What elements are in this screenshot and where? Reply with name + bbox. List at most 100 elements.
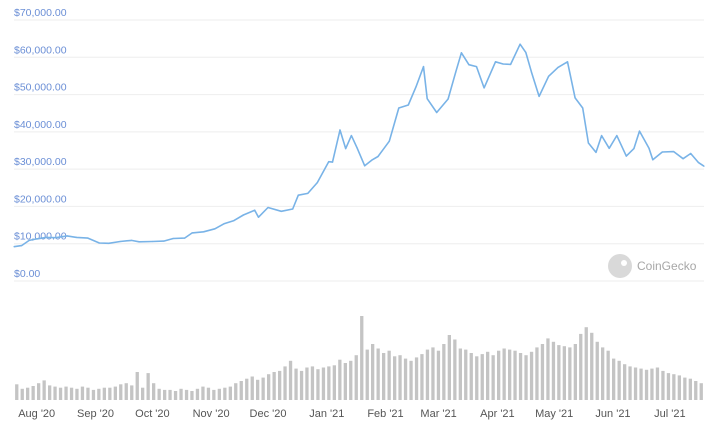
volume-bar bbox=[173, 391, 178, 400]
price-point bbox=[601, 135, 603, 137]
volume-bar bbox=[91, 389, 96, 400]
x-tick-label: Apr '21 bbox=[480, 408, 515, 420]
volume-bar bbox=[184, 389, 189, 400]
price-point bbox=[350, 135, 352, 137]
price-point bbox=[407, 104, 409, 106]
volume-bar bbox=[228, 386, 232, 400]
volume-bars bbox=[15, 316, 703, 400]
volume-bar bbox=[644, 369, 649, 400]
volume-bar bbox=[343, 363, 347, 400]
volume-bar bbox=[53, 386, 57, 400]
volume-bar bbox=[612, 358, 616, 400]
y-tick-label: $20,000.00 bbox=[14, 193, 67, 205]
volume-bar bbox=[469, 353, 473, 400]
volume-bar bbox=[102, 387, 106, 400]
price-point bbox=[191, 232, 193, 234]
volume-bar bbox=[491, 355, 495, 400]
volume-bar bbox=[595, 341, 599, 400]
price-point bbox=[494, 61, 497, 63]
volume-bar bbox=[360, 316, 364, 400]
volume-bar bbox=[464, 349, 468, 400]
price-point bbox=[557, 66, 559, 68]
volume-bar bbox=[130, 385, 134, 400]
price-point bbox=[538, 95, 540, 97]
price-point bbox=[510, 63, 512, 65]
price-point bbox=[163, 240, 165, 242]
volume-bar bbox=[179, 388, 183, 400]
volume-bar bbox=[628, 366, 632, 400]
price-point bbox=[530, 71, 533, 73]
volume-bar bbox=[261, 377, 265, 400]
x-tick-label: Feb '21 bbox=[367, 408, 403, 420]
price-point bbox=[648, 147, 650, 149]
y-tick-label: $10,000.00 bbox=[14, 231, 67, 243]
volume-bar bbox=[168, 389, 172, 400]
price-point bbox=[426, 98, 428, 100]
volume-bar bbox=[398, 355, 402, 400]
volume-bar bbox=[382, 353, 386, 400]
price-point bbox=[203, 231, 205, 233]
volume-bar bbox=[365, 349, 369, 400]
watermark-text: CoinGecko bbox=[637, 259, 697, 273]
y-axis-labels: $0.00 $10,000.00 $20,000.00 $30,000.00 $40,0… bbox=[14, 7, 67, 280]
y-tick-label: $50,000.00 bbox=[14, 82, 67, 94]
volume-bar bbox=[86, 387, 90, 400]
price-point bbox=[292, 208, 294, 210]
volume-bar bbox=[486, 351, 490, 400]
volume-bar bbox=[568, 347, 572, 400]
volume-bar bbox=[633, 367, 638, 400]
price-point bbox=[13, 246, 15, 248]
volume-bar bbox=[535, 347, 539, 400]
volume-bar bbox=[546, 338, 550, 400]
volume-bar bbox=[267, 374, 271, 400]
volume-bar bbox=[195, 388, 200, 400]
volume-bar bbox=[124, 383, 128, 400]
x-tick-label: Oct '20 bbox=[135, 408, 170, 420]
price-point bbox=[76, 236, 78, 238]
y-tick-label: $40,000.00 bbox=[14, 119, 67, 131]
price-point bbox=[28, 239, 30, 241]
price-point bbox=[257, 216, 260, 218]
price-point bbox=[415, 86, 417, 88]
volume-bar bbox=[590, 332, 594, 400]
volume-bar bbox=[371, 344, 375, 400]
volume-bar bbox=[666, 373, 671, 400]
volume-bar bbox=[37, 383, 41, 400]
volume-bar bbox=[163, 389, 167, 400]
price-point bbox=[36, 238, 38, 240]
y-tick-label: $60,000.00 bbox=[14, 44, 67, 56]
volume-bar bbox=[217, 388, 221, 400]
volume-bar bbox=[234, 383, 238, 400]
price-point bbox=[280, 210, 282, 212]
volume-bar bbox=[540, 344, 545, 400]
volume-bar bbox=[431, 347, 435, 400]
price-point bbox=[673, 151, 675, 153]
price-point bbox=[616, 135, 618, 137]
price-point bbox=[66, 235, 68, 237]
price-point bbox=[447, 98, 449, 100]
price-point bbox=[697, 161, 699, 163]
volume-bar bbox=[524, 355, 528, 400]
price-point bbox=[633, 148, 635, 150]
price-point bbox=[625, 155, 627, 157]
volume-bar bbox=[20, 388, 24, 400]
volume-bar bbox=[409, 360, 413, 400]
price-point bbox=[364, 165, 366, 167]
volume-bar bbox=[250, 376, 254, 400]
volume-bar bbox=[376, 348, 380, 400]
price-point bbox=[690, 152, 692, 155]
volume-bar bbox=[316, 369, 320, 400]
volume-bar bbox=[15, 384, 19, 400]
price-point bbox=[87, 237, 89, 239]
volume-bar bbox=[694, 381, 698, 400]
volume-bar bbox=[513, 350, 517, 400]
volume-bar bbox=[119, 384, 123, 400]
volume-bar bbox=[354, 355, 358, 400]
volume-bar bbox=[321, 367, 326, 400]
volume-bar bbox=[480, 354, 484, 400]
volume-bar bbox=[699, 383, 703, 400]
price-series bbox=[13, 43, 705, 248]
price-point bbox=[316, 182, 318, 184]
price-point bbox=[184, 237, 186, 239]
